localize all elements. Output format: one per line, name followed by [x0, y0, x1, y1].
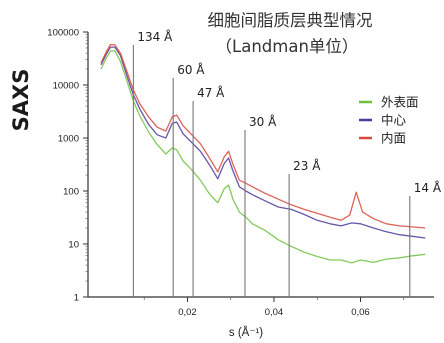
x-tick-label: 0,06 [351, 307, 370, 318]
legend-label: 中心 [381, 113, 407, 128]
peak-marker-label: 23 Å [293, 158, 321, 173]
x-axis-label: s (Å⁻¹) [229, 326, 263, 339]
chart-subtitle: （Landman单位） [216, 37, 359, 56]
series-line [100, 50, 426, 264]
legend-label: 内面 [381, 131, 406, 146]
y-tick-label: 1000 [58, 134, 79, 145]
y-axis-label: SAXS [9, 69, 33, 132]
series-line [100, 43, 426, 229]
peak-marker-label: 134 Å [137, 29, 173, 44]
y-tick-label: 1 [74, 293, 79, 304]
y-tick-label: 10 [68, 240, 79, 251]
y-tick-label: 100000 [47, 28, 79, 39]
chart-title: 细胞间脂质层典型情况 [208, 11, 373, 30]
peak-marker-label: 47 Å [197, 85, 225, 100]
y-tick-label: 100 [63, 187, 79, 198]
series-line [100, 46, 426, 239]
legend-label: 外表面 [381, 95, 419, 110]
y-tick-label: 10000 [53, 81, 79, 92]
plot-area: 100000 10000 1000 100 10 1 0,02 0,04 0,06 134 Å 60… [47, 28, 442, 319]
x-tick-label: 0,02 [178, 307, 197, 318]
x-tick-label: 0,04 [265, 307, 284, 318]
peak-marker-label: 14 Å [414, 180, 442, 195]
peak-marker-label: 60 Å [177, 62, 205, 77]
peak-marker-label: 30 Å [249, 114, 277, 129]
